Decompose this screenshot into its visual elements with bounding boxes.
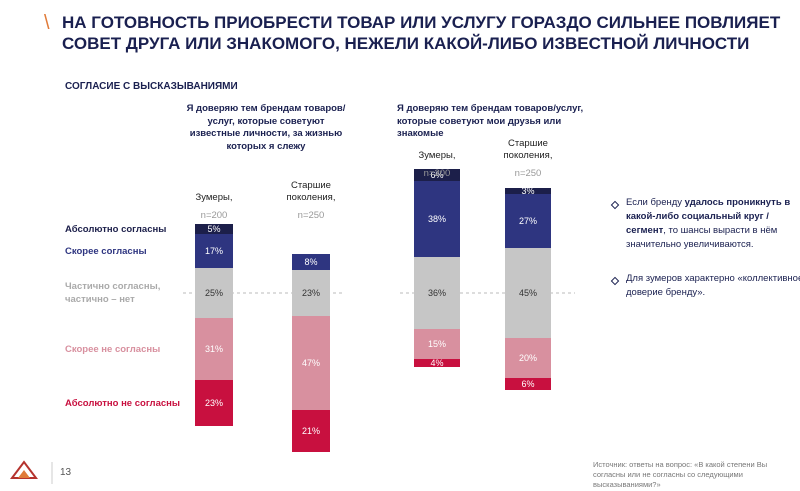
value-label: 17% <box>205 246 223 256</box>
source: Источник: ответы на вопрос: «В какой сте… <box>593 460 768 489</box>
bar-segment <box>505 338 551 378</box>
value-label: 21% <box>302 426 320 436</box>
logo <box>18 470 30 478</box>
value-label: 8% <box>304 257 317 267</box>
legend-label: Скорее согласны <box>65 245 147 257</box>
value-label: 6% <box>521 379 534 389</box>
value-label: 31% <box>205 344 223 354</box>
panel-title: Я доверяю тем брендам товаров/услуг, кот… <box>397 103 584 139</box>
bar-segment <box>414 329 460 359</box>
category-name: Зумеры, <box>418 150 456 161</box>
sample-size: n=200 <box>423 168 451 179</box>
legend-label: Частично согласны, частично – нет <box>65 281 161 305</box>
category-label: Старшие поколения, n=250 <box>488 138 568 180</box>
value-label: 45% <box>519 288 537 298</box>
bar-segment <box>195 268 233 318</box>
value-label: 27% <box>519 216 537 226</box>
panel-title: Я доверяю тем брендам товаров/услуг, кот… <box>186 103 346 152</box>
value-label: 38% <box>428 214 446 224</box>
bar-segment <box>195 234 233 268</box>
category-name: Старшие поколения, <box>503 138 553 161</box>
bar-segment <box>292 410 330 452</box>
value-label: 3% <box>521 186 534 196</box>
note: Если бренду удалось проникнуть в какой-л… <box>612 196 800 252</box>
category-name: Зумеры, <box>195 192 233 203</box>
category-label: Зумеры, n=200 <box>397 150 477 180</box>
slide-title: НА ГОТОВНОСТЬ ПРИОБРЕСТИ ТОВАР ИЛИ УСЛУГ… <box>62 13 781 53</box>
bar-segment <box>195 318 233 380</box>
note: Для зумеров характерно «коллективное дов… <box>612 272 800 300</box>
bar-segment <box>292 316 330 410</box>
note-text: Для зумеров характерно «коллективное дов… <box>626 273 800 298</box>
bar-segment <box>195 380 233 426</box>
value-label: 25% <box>205 288 223 298</box>
value-label: 5% <box>207 224 220 234</box>
value-label: 36% <box>428 288 446 298</box>
value-label: 4% <box>430 358 443 368</box>
bar-segment <box>505 194 551 248</box>
value-label: 20% <box>519 353 537 363</box>
page-number: 13 <box>60 467 72 478</box>
value-label: 15% <box>428 339 446 349</box>
value-label: 23% <box>302 288 320 298</box>
sample-size: n=200 <box>200 210 228 221</box>
bar-segment <box>195 224 233 234</box>
bar-segment <box>292 254 330 270</box>
bar-segment <box>414 257 460 329</box>
sample-size: n=250 <box>514 168 542 179</box>
bar-segment <box>505 378 551 390</box>
category-label: Зумеры, n=200 <box>174 192 254 222</box>
legend-label: Абсолютно не согласны <box>65 397 180 409</box>
subtitle: СОГЛАСИЕ С ВЫСКАЗЫВАНИЯМИ <box>65 81 238 92</box>
category-label: Старшие поколения, n=250 <box>271 180 351 222</box>
note-text: удалось проникнуть в какой-либо социальн… <box>626 197 791 236</box>
decor: \ <box>44 12 50 34</box>
value-label: 47% <box>302 358 320 368</box>
legend-label: Абсолютно согласны <box>65 223 167 235</box>
value-label: 23% <box>205 398 223 408</box>
note-text: , то шансы вырасти в нём значительно уве… <box>626 225 778 250</box>
bar-segment <box>414 181 460 257</box>
bar-segment <box>414 359 460 367</box>
bar-segment <box>292 270 330 316</box>
sample-size: n=250 <box>297 210 325 221</box>
bar-segment <box>505 188 551 194</box>
bar-segment <box>505 248 551 338</box>
legend-label: Скорее не согласны <box>65 343 161 355</box>
value-label: 6% <box>430 170 443 180</box>
bar-segment <box>414 169 460 181</box>
note-text: Если бренду <box>626 197 685 208</box>
category-name: Старшие поколения, <box>286 180 336 203</box>
